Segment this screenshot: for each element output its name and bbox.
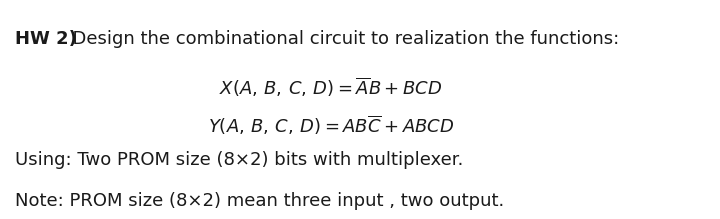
Text: Using: Two PROM size (8×2) bits with multiplexer.: Using: Two PROM size (8×2) bits with mul… (14, 151, 463, 169)
Text: HW 2): HW 2) (14, 30, 76, 48)
Text: $\mathit{X(A,\,B,\,C,\,D) = \overline{A}B + BCD}$: $\mathit{X(A,\,B,\,C,\,D) = \overline{A}… (219, 76, 443, 99)
Text: Note: PROM size (8×2) mean three input , two output.: Note: PROM size (8×2) mean three input ,… (14, 193, 504, 210)
Text: Design the combinational circuit to realization the functions:: Design the combinational circuit to real… (14, 30, 618, 48)
Text: $\mathit{Y(A,\,B,\,C,\,D) = AB\overline{C} + ABCD}$: $\mathit{Y(A,\,B,\,C,\,D) = AB\overline{… (207, 113, 454, 137)
